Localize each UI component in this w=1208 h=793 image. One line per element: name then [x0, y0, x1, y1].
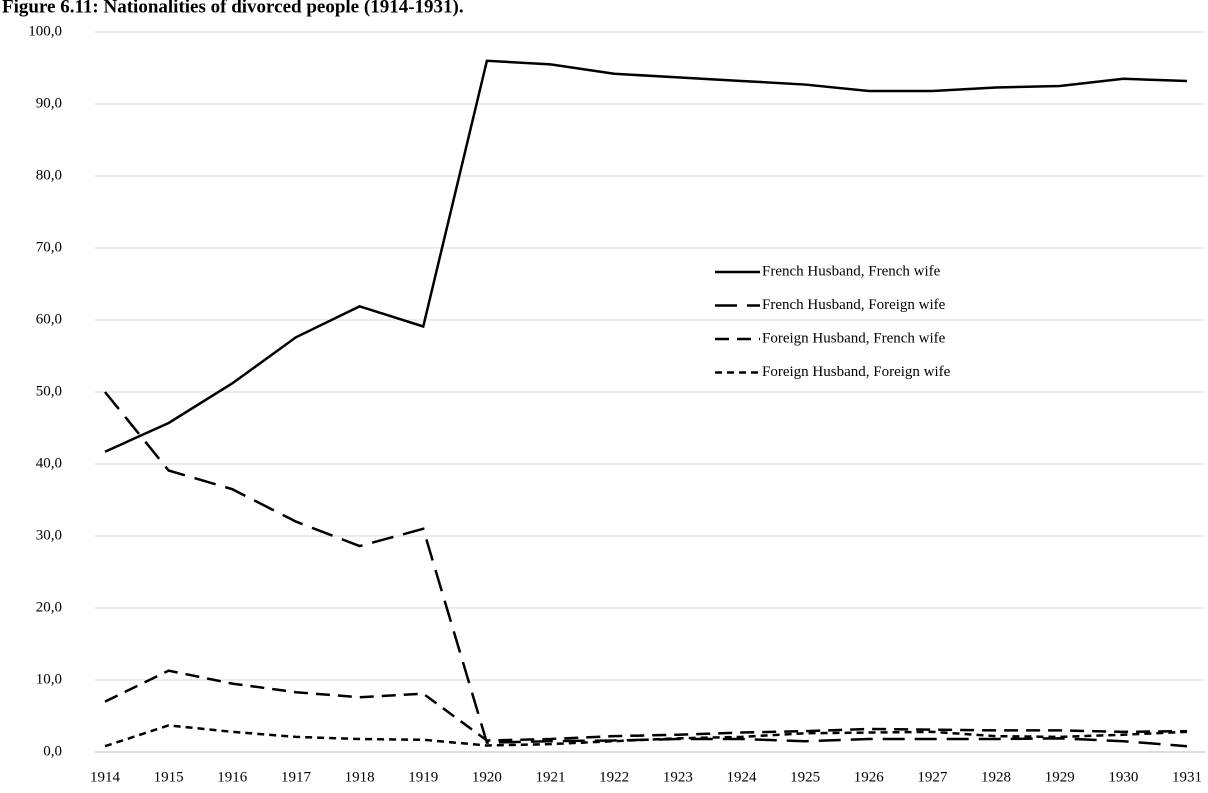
x-tick-label: 1917	[281, 769, 312, 785]
legend-label: French Husband, Foreign wife	[762, 297, 946, 313]
y-tick-label: 100,0	[28, 23, 62, 39]
x-tick-label: 1931	[1172, 769, 1202, 785]
x-tick-label: 1929	[1045, 769, 1075, 785]
series-line	[104, 59, 1188, 453]
y-tick-label: 90,0	[36, 95, 62, 111]
y-tick-label: 30,0	[36, 527, 62, 543]
x-tick-label: 1918	[345, 769, 375, 785]
y-tick-label: 80,0	[36, 167, 62, 183]
series-line	[104, 724, 1188, 748]
y-tick-label: 0,0	[43, 743, 62, 759]
chart-title: Figure 6.11: Nationalities of divorced p…	[2, 0, 464, 17]
series-line	[104, 391, 1188, 748]
legend-label: Foreign Husband, French wife	[762, 330, 946, 346]
x-tick-label: 1923	[663, 769, 693, 785]
x-tick-label: 1916	[217, 769, 248, 785]
x-tick-label: 1922	[599, 769, 629, 785]
y-tick-label: 70,0	[36, 239, 62, 255]
y-tick-label: 20,0	[36, 599, 62, 615]
legend-label: French Husband, French wife	[762, 263, 941, 279]
x-tick-label: 1915	[154, 769, 184, 785]
y-tick-label: 60,0	[36, 311, 62, 327]
x-tick-label: 1928	[981, 769, 1011, 785]
x-tick-label: 1920	[472, 769, 502, 785]
x-tick-label: 1925	[790, 769, 820, 785]
x-tick-label: 1930	[1108, 769, 1138, 785]
legend-label: Foreign Husband, Foreign wife	[762, 364, 951, 380]
x-tick-label: 1927	[917, 769, 948, 785]
x-tick-label: 1914	[90, 769, 121, 785]
series-line	[104, 669, 1188, 742]
x-tick-label: 1919	[408, 769, 438, 785]
y-tick-label: 50,0	[36, 383, 62, 399]
y-tick-label: 10,0	[36, 671, 62, 687]
x-tick-label: 1926	[854, 769, 885, 785]
x-tick-label: 1924	[726, 769, 757, 785]
y-tick-label: 40,0	[36, 455, 62, 471]
x-tick-label: 1921	[536, 769, 566, 785]
